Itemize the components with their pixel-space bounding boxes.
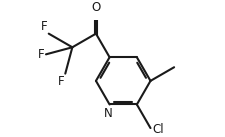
Text: F: F bbox=[58, 75, 64, 88]
Text: N: N bbox=[104, 107, 112, 120]
Text: Cl: Cl bbox=[152, 123, 163, 136]
Text: O: O bbox=[91, 1, 100, 14]
Text: F: F bbox=[40, 20, 47, 33]
Text: F: F bbox=[38, 48, 44, 61]
